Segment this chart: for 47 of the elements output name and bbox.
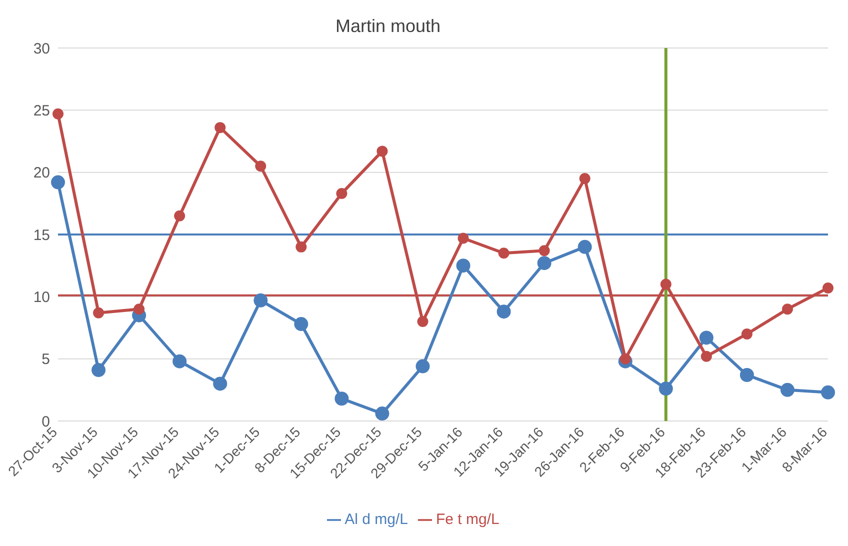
point	[375, 406, 390, 421]
point	[700, 350, 712, 362]
y-tick-label: 5	[42, 351, 50, 368]
point	[579, 173, 590, 184]
point	[821, 385, 835, 400]
point	[134, 304, 145, 315]
point	[52, 108, 64, 120]
point	[294, 317, 308, 332]
point	[496, 304, 511, 319]
point	[416, 359, 430, 374]
point	[334, 392, 349, 406]
point	[456, 258, 470, 273]
point	[780, 382, 794, 397]
point	[51, 175, 65, 190]
point	[93, 307, 104, 318]
point	[498, 248, 510, 259]
point	[458, 232, 469, 244]
point	[658, 382, 673, 396]
point	[620, 353, 631, 364]
point	[699, 330, 714, 345]
point	[296, 241, 307, 252]
y-tick-label: 10	[33, 288, 50, 306]
point	[336, 188, 348, 199]
point	[741, 328, 752, 340]
point	[255, 160, 266, 172]
point	[537, 256, 552, 270]
point	[254, 293, 268, 308]
point	[660, 278, 672, 290]
point	[538, 245, 550, 256]
y-tick-label: 20	[33, 164, 50, 182]
point	[740, 368, 754, 382]
y-tick-label: 30	[33, 40, 50, 58]
point	[822, 282, 834, 294]
y-tick-label: 25	[33, 102, 50, 120]
legend-label: Al d mg/L	[344, 511, 408, 528]
point	[417, 316, 428, 328]
legend-label: Fe t mg/L	[436, 511, 500, 528]
point	[92, 363, 106, 378]
point	[172, 354, 187, 368]
point	[578, 240, 592, 254]
point	[782, 304, 793, 315]
point	[214, 122, 226, 134]
chart-title: Martin mouth	[334, 16, 442, 37]
point	[376, 146, 388, 157]
y-tick-label: 15	[33, 226, 50, 244]
point	[174, 210, 186, 222]
point	[213, 376, 228, 391]
